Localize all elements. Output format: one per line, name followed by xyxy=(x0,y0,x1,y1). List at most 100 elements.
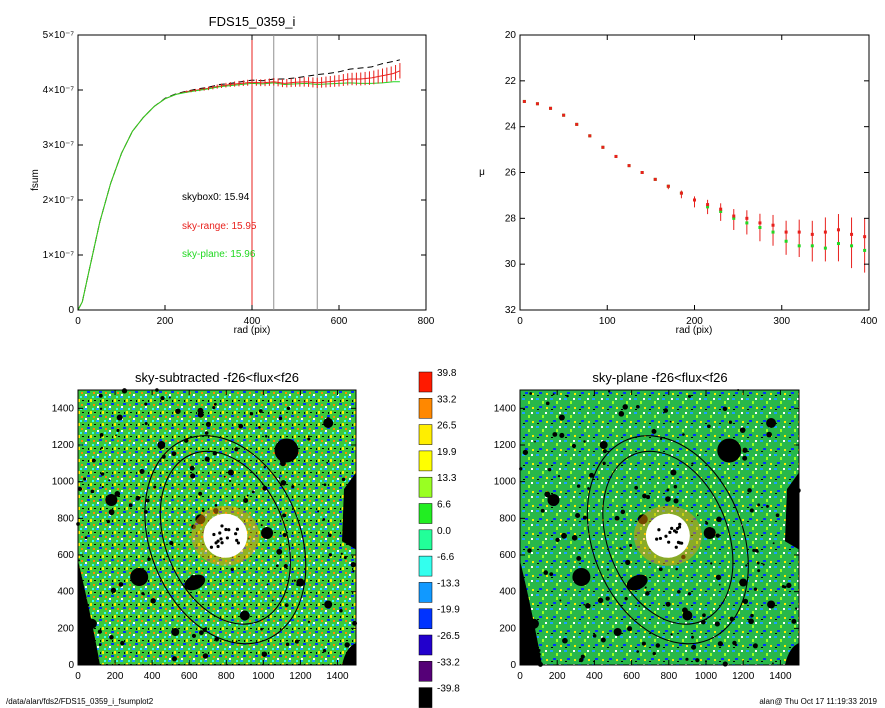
mask-dot xyxy=(745,564,748,567)
mu-point xyxy=(797,230,801,234)
img2-ytick-label: 1000 xyxy=(494,477,517,488)
mask-dot xyxy=(734,643,738,647)
mask-dot xyxy=(659,437,663,441)
mask-dot xyxy=(264,435,268,438)
mask-dot xyxy=(582,515,587,520)
mask-dot xyxy=(261,651,268,657)
mask-dot xyxy=(562,637,568,644)
mask-dot xyxy=(781,584,785,588)
mask-star xyxy=(613,628,622,636)
mask-dot xyxy=(691,635,694,639)
mask-dot xyxy=(223,475,226,478)
mask-dot xyxy=(757,503,761,507)
mask-dot xyxy=(84,536,88,540)
fsum-ytick-label: 1×10⁻⁷ xyxy=(43,250,75,261)
mask-dot xyxy=(634,485,639,490)
mu-point xyxy=(771,223,775,227)
mask-dot xyxy=(307,620,311,624)
colorbar-label: 19.9 xyxy=(437,447,457,458)
mask-dot xyxy=(717,641,723,647)
mask-dot xyxy=(641,641,646,646)
mask-dot xyxy=(88,645,95,652)
mask-dot xyxy=(171,656,178,662)
mask-dot xyxy=(246,494,249,497)
fsum-ytick-label: 0 xyxy=(68,305,74,316)
mask-dot xyxy=(169,540,174,546)
mu-ylabel: μ xyxy=(479,167,485,178)
core-mask-dot xyxy=(209,545,214,549)
img1-xtick-label: 800 xyxy=(218,671,235,682)
mask-dot xyxy=(249,412,254,416)
mask-dot xyxy=(275,564,279,568)
mask-dot xyxy=(116,428,120,432)
mask-dot xyxy=(749,508,754,513)
mask-dot xyxy=(326,417,330,421)
mu-xtick-label: 200 xyxy=(686,316,703,327)
footer-path: /data/alan/fds2/FDS15_0359_i_fsumplot2 xyxy=(6,697,154,706)
mask-star xyxy=(767,600,776,609)
core-mask-dot xyxy=(670,526,674,530)
sky-plane-title: sky-plane -f26<flux<f26 xyxy=(592,370,727,385)
img2-ytick-label: 600 xyxy=(499,550,516,561)
colorbar-label: -26.5 xyxy=(437,631,460,642)
mask-dot xyxy=(190,473,196,479)
core-mask-dot xyxy=(680,541,684,545)
mask-dot xyxy=(628,543,633,547)
mask-dot xyxy=(99,407,103,411)
mask-dot xyxy=(322,649,327,653)
core-mask-dot xyxy=(672,529,677,533)
core-mask-dot xyxy=(235,538,239,542)
mask-dot xyxy=(705,521,709,525)
core-mask-dot xyxy=(674,545,678,549)
mu-point xyxy=(863,235,867,239)
mask-dot xyxy=(294,639,299,644)
mask-dot xyxy=(322,518,326,521)
mask-dot xyxy=(658,567,663,572)
mask-dot xyxy=(537,652,541,656)
mask-dot xyxy=(614,515,620,521)
mask-dot xyxy=(100,446,104,449)
core-mask-dot xyxy=(225,536,229,540)
mask-dot xyxy=(710,562,713,565)
mu-point xyxy=(588,134,592,138)
mask-dot xyxy=(145,498,150,503)
mu-point xyxy=(836,242,840,246)
fsum-xtick-label: 400 xyxy=(244,316,261,327)
mask-dot xyxy=(109,494,116,500)
sky-subtracted-title: sky-subtracted -f26<flux<f26 xyxy=(135,370,299,385)
mask-dot xyxy=(144,402,148,406)
fsum-ytick-label: 2×10⁻⁷ xyxy=(43,195,75,206)
mask-dot xyxy=(587,487,590,490)
colorbar-label: -19.9 xyxy=(437,605,460,616)
core-mask-dot xyxy=(212,532,216,537)
mask-dot xyxy=(544,491,551,498)
mu-point xyxy=(706,205,710,209)
mask-dot xyxy=(91,458,96,463)
mask-dot xyxy=(583,603,586,606)
mask-dot xyxy=(775,513,780,518)
mu-point xyxy=(732,216,736,220)
img1-ytick-label: 0 xyxy=(68,660,74,671)
mask-dot xyxy=(350,562,356,568)
mu-point xyxy=(810,232,814,236)
mask-dot xyxy=(100,472,105,476)
mask-dot xyxy=(702,613,706,618)
mask-dot xyxy=(258,426,261,429)
mu-point xyxy=(771,230,775,234)
core-mask-dot xyxy=(658,536,663,541)
mask-dot xyxy=(323,483,327,487)
mu-point xyxy=(810,244,814,248)
mask-dot xyxy=(108,509,115,516)
mask-dot xyxy=(714,621,720,627)
annotation-sky-plane: sky-plane: 15.96 xyxy=(182,249,256,260)
mask-dot xyxy=(592,634,597,638)
mask-dot xyxy=(77,486,83,492)
mask-dot xyxy=(328,533,332,537)
mask-dot xyxy=(752,643,758,649)
img2-xtick-label: 400 xyxy=(586,671,603,682)
mask-dot xyxy=(537,649,541,652)
mask-dot xyxy=(101,485,104,488)
mask-dot xyxy=(147,557,151,561)
mask-dot xyxy=(108,479,111,482)
fsum-chart-title: FDS15_0359_i xyxy=(209,14,296,29)
